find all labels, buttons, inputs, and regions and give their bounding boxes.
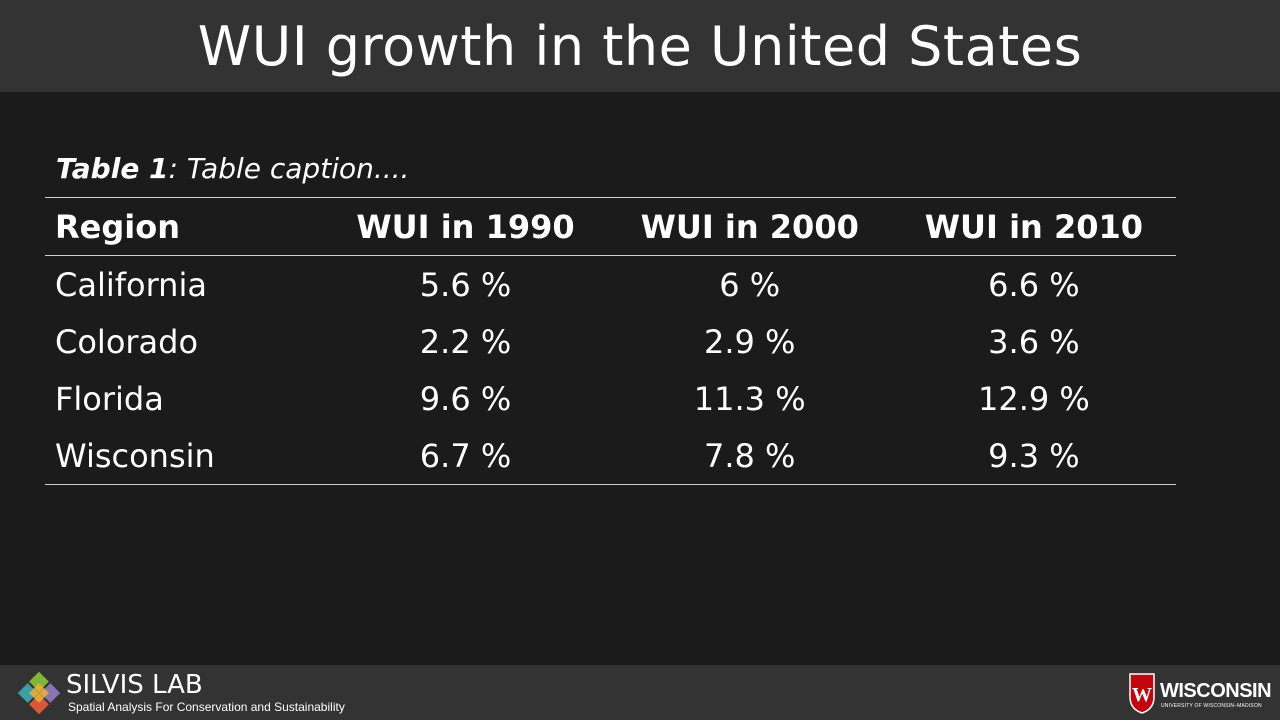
table-row: Florida 9.6 % 11.3 % 12.9 % <box>45 370 1176 427</box>
cell-region: Wisconsin <box>55 436 215 475</box>
lab-subtitle: Spatial Analysis For Conservation and Su… <box>68 700 345 714</box>
cell-wui-1990: 2.2 % <box>419 322 512 361</box>
cell-wui-2000: 6 % <box>719 265 781 304</box>
cell-wui-2000: 2.9 % <box>703 322 796 361</box>
cell-wui-2010: 9.3 % <box>988 436 1080 475</box>
header-region: Region <box>55 207 180 246</box>
lab-name: SILVIS LAB <box>66 670 203 700</box>
caption-label: Table 1 <box>56 152 169 185</box>
silvis-logo-icon <box>17 671 61 715</box>
table-caption: Table 1: Table caption.... <box>56 152 409 185</box>
cell-wui-2010: 3.6 % <box>988 322 1080 361</box>
cell-wui-2000: 7.8 % <box>703 436 796 475</box>
caption-text: : Table caption.... <box>168 152 410 185</box>
uw-subtitle: UNIVERSITY OF WISCONSIN–MADISON <box>1161 703 1262 709</box>
slide-title: WUI growth in the United States <box>197 14 1083 78</box>
data-table-wrapper: Region WUI in 1990 WUI in 2000 WUI in 20… <box>45 197 1176 485</box>
cell-wui-2010: 6.6 % <box>988 265 1080 304</box>
title-bar: WUI growth in the United States <box>0 0 1280 92</box>
cell-wui-2000: 11.3 % <box>693 379 806 418</box>
footer-bar <box>0 665 1280 720</box>
cell-wui-1990: 5.6 % <box>419 265 512 304</box>
wui-table: Region WUI in 1990 WUI in 2000 WUI in 20… <box>45 197 1176 485</box>
cell-region: California <box>55 265 207 304</box>
table-header-row: Region WUI in 1990 WUI in 2000 WUI in 20… <box>45 197 1176 256</box>
header-wui-1990: WUI in 1990 <box>356 207 575 246</box>
header-wui-2000: WUI in 2000 <box>640 207 859 246</box>
table-row: Wisconsin 6.7 % 7.8 % 9.3 % <box>45 427 1176 485</box>
cell-wui-1990: 6.7 % <box>419 436 512 475</box>
uw-wordmark: WISCONSIN <box>1160 680 1272 702</box>
cell-wui-1990: 9.6 % <box>419 379 512 418</box>
table-row: Colorado 2.2 % 2.9 % 3.6 % <box>45 313 1176 370</box>
uw-crest-letter: W <box>1132 684 1152 706</box>
cell-region: Florida <box>55 379 164 418</box>
table-row: California 5.6 % 6 % 6.6 % <box>45 256 1176 314</box>
cell-region: Colorado <box>55 322 199 361</box>
cell-wui-2010: 12.9 % <box>977 379 1090 418</box>
header-wui-2010: WUI in 2010 <box>924 207 1144 246</box>
uw-crest-icon: W <box>1129 673 1155 714</box>
